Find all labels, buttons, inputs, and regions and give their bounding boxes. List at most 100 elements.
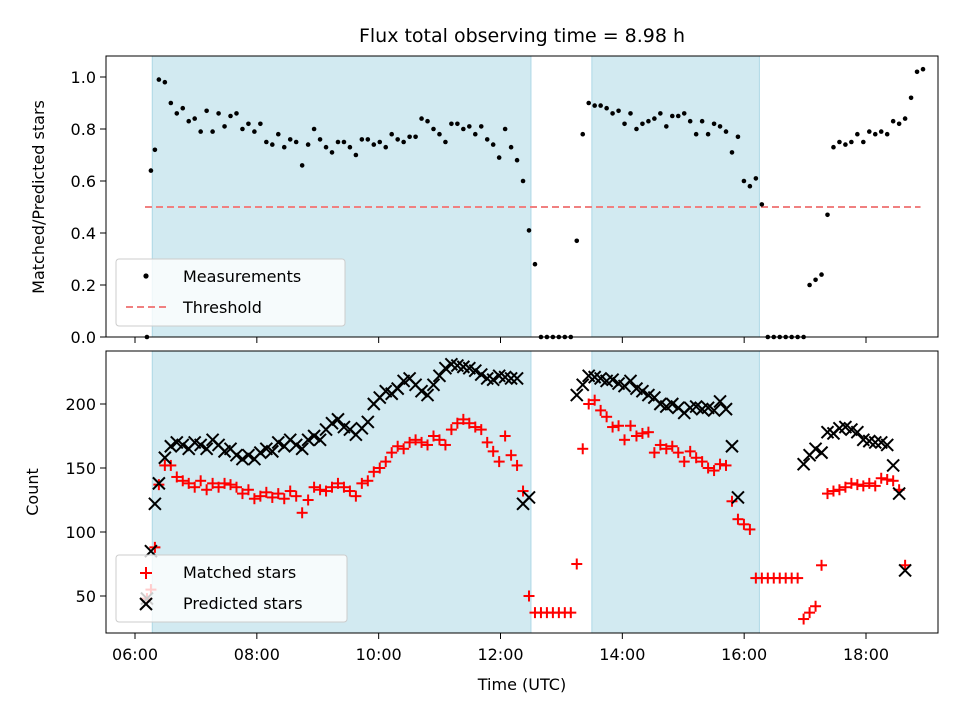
measurement-point xyxy=(610,111,615,116)
measurement-point xyxy=(717,124,723,129)
measurement-point xyxy=(156,77,162,82)
measurement-point xyxy=(204,108,209,114)
measurement-point xyxy=(228,113,233,119)
matched-star-point xyxy=(499,430,511,442)
measurement-point xyxy=(872,131,878,137)
measurement-point xyxy=(467,124,472,129)
matched-star-point xyxy=(302,494,314,506)
measurement-point xyxy=(152,147,158,153)
measurement-point xyxy=(496,155,502,160)
predicted-star-point xyxy=(253,445,268,460)
matched-star-point xyxy=(356,477,368,489)
matched-star-point xyxy=(875,472,887,484)
predicted-star-point xyxy=(605,372,620,387)
predicted-star-point xyxy=(295,442,309,456)
measurement-point xyxy=(317,137,323,142)
x-tick-label: 10:00 xyxy=(356,645,402,664)
legend-threshold-label: Threshold xyxy=(182,298,262,317)
measurement-point xyxy=(866,129,872,134)
measurement-point xyxy=(240,126,245,132)
predicted-star-point xyxy=(164,439,178,453)
measurement-point xyxy=(735,134,741,140)
shaded-interval-1 xyxy=(591,56,760,337)
matched-star-point xyxy=(427,430,439,442)
measurement-point xyxy=(669,113,675,119)
measurement-point xyxy=(646,118,651,124)
predicted-star-point xyxy=(850,425,865,439)
predicted-star-point xyxy=(176,438,190,452)
matched-star-point xyxy=(225,479,237,491)
bottom-axes-frame xyxy=(105,350,939,634)
measurement-point xyxy=(675,113,681,119)
predicted-star-point xyxy=(898,563,912,578)
measurement-point xyxy=(914,69,920,75)
matched-star-point xyxy=(571,558,583,570)
top-axes-frame xyxy=(105,55,939,338)
matched-star-point xyxy=(839,481,851,493)
predicted-star-point xyxy=(635,384,650,398)
predicted-star-point xyxy=(361,415,375,429)
measurement-point xyxy=(234,111,239,116)
matched-star-point xyxy=(577,443,589,455)
measurement-point xyxy=(299,163,305,168)
matched-star-point xyxy=(207,477,219,489)
matched-star-point xyxy=(523,590,535,602)
measurement-point xyxy=(472,131,478,137)
matched-star-point xyxy=(654,439,666,451)
measurement-point xyxy=(729,150,735,155)
predicted-star-point xyxy=(313,433,327,447)
measurement-point xyxy=(168,100,174,106)
matched-star-point xyxy=(642,426,654,438)
y-tick-label: 0.6 xyxy=(71,172,96,191)
matched-star-point xyxy=(433,434,445,446)
predicted-star-point xyxy=(868,435,882,450)
predicted-star-point xyxy=(623,374,638,388)
top-x-ticks xyxy=(134,337,867,343)
predicted-star-point xyxy=(713,394,727,409)
shaded-interval-1 xyxy=(591,351,760,633)
predicted-star-point xyxy=(522,490,536,505)
matched-star-point xyxy=(266,491,278,503)
matched-star-point xyxy=(887,475,899,487)
matched-star-point xyxy=(386,447,398,459)
predicted-star-point xyxy=(474,367,488,382)
matched-star-point xyxy=(368,466,380,478)
measurement-point xyxy=(425,118,430,124)
matched-star-point xyxy=(195,475,207,487)
matched-star-point xyxy=(362,475,374,487)
matched-star-point xyxy=(422,439,434,451)
measurement-point xyxy=(813,277,818,283)
bottom-legend-box xyxy=(115,554,348,623)
measurement-point xyxy=(335,139,341,145)
measurement-point xyxy=(148,168,154,173)
matched-star-point xyxy=(290,490,302,502)
measurement-point xyxy=(371,142,377,147)
top-panel: 0.0 0.2 0.4 0.6 0.8 1.0 Matched/Predicted sta… xyxy=(29,55,939,347)
measurement-point xyxy=(622,121,627,127)
top-legend-box xyxy=(115,258,346,327)
predicted-star-point xyxy=(438,361,453,375)
matched-star-point xyxy=(792,572,804,584)
matched-star-point xyxy=(344,485,356,497)
y-tick-label: 50 xyxy=(76,587,96,606)
matched-star-point xyxy=(851,479,863,491)
predicted-star-point xyxy=(229,448,244,462)
y-tick-label: 0.0 xyxy=(71,328,96,347)
measurement-point xyxy=(455,121,460,127)
predicted-star-point xyxy=(796,457,811,471)
measurement-point xyxy=(502,126,508,132)
predicted-star-point xyxy=(420,388,435,402)
measurement-point xyxy=(353,152,359,158)
measurement-point xyxy=(162,79,168,85)
matched-stars-points xyxy=(141,394,911,625)
measurement-point xyxy=(508,144,514,150)
matched-star-point xyxy=(469,421,481,433)
measurement-point xyxy=(186,118,192,124)
matched-star-point xyxy=(398,443,410,455)
top-legend: Measurements Threshold xyxy=(115,258,346,327)
x-tick-label: 12:00 xyxy=(477,645,523,664)
measurement-point xyxy=(705,131,711,137)
matched-star-point xyxy=(189,481,201,493)
matched-star-point xyxy=(338,481,350,493)
matched-star-point xyxy=(810,600,822,612)
